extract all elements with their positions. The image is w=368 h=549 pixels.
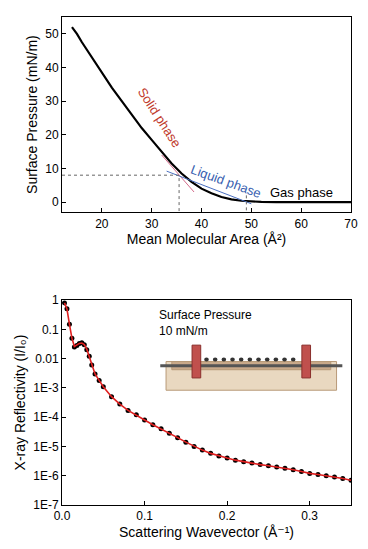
svg-text:1E-4: 1E-4 bbox=[33, 410, 59, 424]
svg-text:0.3: 0.3 bbox=[301, 509, 318, 523]
svg-text:0: 0 bbox=[52, 195, 59, 209]
svg-text:Liquid phase: Liquid phase bbox=[189, 162, 263, 201]
svg-text:1: 1 bbox=[52, 293, 59, 307]
svg-text:Scattering Wavevector (Å⁻¹): Scattering Wavevector (Å⁻¹) bbox=[119, 524, 294, 540]
svg-text:1E-5: 1E-5 bbox=[33, 440, 59, 454]
svg-text:70: 70 bbox=[344, 217, 358, 231]
svg-text:50: 50 bbox=[245, 217, 259, 231]
svg-text:X-ray Reflectivity (I/I₀): X-ray Reflectivity (I/I₀) bbox=[12, 335, 28, 471]
svg-text:20: 20 bbox=[45, 128, 59, 142]
svg-text:20: 20 bbox=[95, 217, 109, 231]
svg-text:0.0: 0.0 bbox=[54, 509, 71, 523]
svg-text:Mean Molecular Area (Å²): Mean Molecular Area (Å²) bbox=[127, 231, 287, 247]
svg-text:Surface Pressure (mN/m): Surface Pressure (mN/m) bbox=[24, 35, 40, 194]
svg-text:50: 50 bbox=[45, 27, 59, 41]
svg-text:0.1: 0.1 bbox=[42, 323, 59, 337]
svg-text:10: 10 bbox=[45, 162, 59, 176]
svg-text:1E-3: 1E-3 bbox=[33, 381, 59, 395]
svg-text:0.01: 0.01 bbox=[35, 352, 59, 366]
svg-text:30: 30 bbox=[45, 94, 59, 108]
svg-text:1E-7: 1E-7 bbox=[33, 498, 59, 512]
svg-text:30: 30 bbox=[145, 217, 159, 231]
svg-text:0.2: 0.2 bbox=[219, 509, 236, 523]
svg-text:Surface Pressure10 mN/m: Surface Pressure10 mN/m bbox=[159, 308, 252, 338]
svg-text:40: 40 bbox=[45, 61, 59, 75]
svg-text:60: 60 bbox=[294, 217, 308, 231]
svg-text:Gas phase: Gas phase bbox=[270, 185, 333, 200]
svg-text:1E-6: 1E-6 bbox=[33, 469, 59, 483]
svg-text:Solid phase: Solid phase bbox=[135, 85, 185, 150]
svg-text:0.1: 0.1 bbox=[136, 509, 153, 523]
svg-text:40: 40 bbox=[195, 217, 209, 231]
